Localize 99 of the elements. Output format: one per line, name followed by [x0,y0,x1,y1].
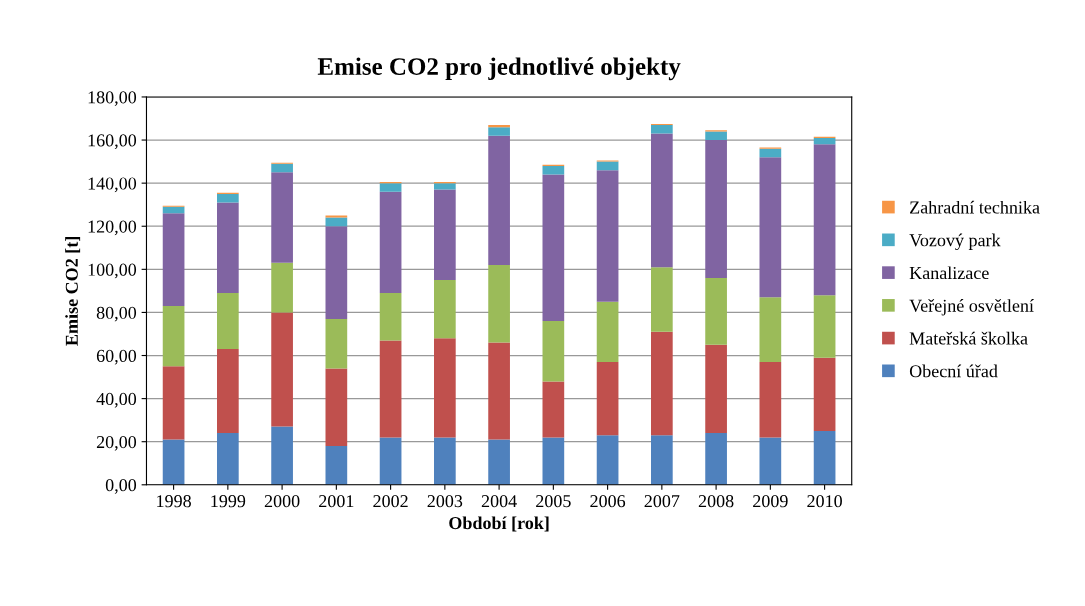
bar [651,124,673,134]
bar [488,135,510,266]
bar [162,366,185,440]
legend-label: Zahradní technika [910,200,1040,214]
y-tick-label: 160,00 [88,134,137,150]
bar [488,124,510,128]
legend-label: Mateřská školka [909,331,1028,345]
bar [162,439,185,485]
bar [759,297,782,362]
x-tick-label: 2004 [481,495,517,508]
x-tick-label: 1999 [211,495,246,508]
bar [542,165,565,175]
bar [759,361,782,438]
bar [813,137,836,145]
bar [488,342,510,440]
bar [434,338,456,438]
x-tick-label: 1998 [157,495,191,508]
bar [813,144,836,296]
bar [813,295,836,358]
bar [705,131,727,141]
bar [271,163,293,173]
bar [651,267,673,332]
bar [217,433,239,485]
x-axis-title: Období [rok] [449,516,549,532]
legend-label: Veřejné osvětlení [909,299,1034,316]
bar [325,368,348,447]
bar [325,217,348,227]
bar [542,174,565,322]
bar [813,357,836,431]
legend-label: Obecní úřad [909,364,998,378]
bar [705,344,727,434]
legend-label: Kanalizace [909,266,989,280]
y-tick-label: 60,00 [96,349,137,365]
bar [651,435,673,485]
x-tick-label: 2009 [753,495,788,508]
y-axis-title: Emise CO2 [t] [65,237,81,346]
bar [596,170,619,302]
bar [379,437,402,485]
bar [651,133,673,268]
bar [217,193,239,203]
bar [162,213,185,306]
bar [271,262,293,313]
bar [379,191,402,294]
y-tick-label: 40,00 [96,392,137,408]
bar [217,349,239,434]
bar [217,202,239,294]
bar [325,318,348,369]
x-tick-label: 2003 [427,495,463,508]
bar [759,157,782,298]
bar [759,437,782,485]
x-tick-label: 2005 [536,495,571,508]
bar [325,215,348,218]
x-tick-label: 2008 [698,495,734,508]
bar [542,381,565,438]
bar [271,426,293,485]
bar [596,161,619,171]
bar [759,148,782,158]
y-tick-label: 20,00 [96,435,137,451]
bar [271,172,293,263]
bar [434,189,456,281]
bar [705,277,727,345]
bar [596,361,619,436]
bar [813,430,836,485]
bar [596,301,619,362]
x-tick-label: 2002 [373,495,408,508]
bar [434,437,456,485]
bar [705,433,727,485]
bar [542,321,565,382]
bar [434,280,456,339]
bar [488,127,510,136]
bar [705,140,727,278]
bar [379,293,402,341]
y-tick-label: 100,00 [88,263,137,279]
legend-label: Vozový park [909,233,1001,251]
bar [271,312,293,427]
bar [379,183,402,192]
x-tick-label: 2007 [644,495,680,508]
x-tick-label: 2000 [264,495,300,508]
x-tick-label: 2006 [590,495,626,508]
bar [488,265,510,343]
bar [217,293,239,350]
bar [434,183,456,190]
y-tick-label: 80,00 [96,306,137,322]
bar [651,331,673,436]
bar [379,340,402,438]
x-tick-label: 2001 [319,495,354,508]
x-tick-label: 2010 [807,495,842,508]
bar [488,439,510,485]
chart-title: Emise CO2 pro jednotlivé objekty [317,57,681,81]
y-tick-label: 180,00 [88,91,137,106]
bar [325,226,348,319]
bar [596,435,619,485]
bar [162,305,185,367]
bar [162,206,185,214]
y-tick-label: 140,00 [88,177,137,193]
y-tick-label: 120,00 [88,220,137,236]
bar [325,446,348,485]
bar [542,437,565,485]
y-tick-label: 0,00 [105,479,137,494]
